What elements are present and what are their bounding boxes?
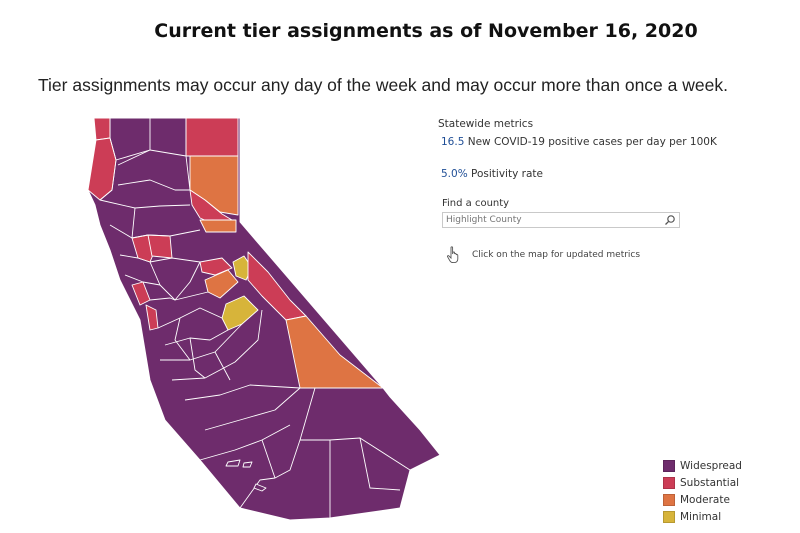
click-hint-text: Click on the map for updated metrics	[472, 250, 641, 260]
legend-item-moderate: Moderate	[663, 491, 742, 508]
california-county-map[interactable]	[80, 113, 440, 525]
legend-swatch-widespread	[663, 459, 675, 472]
metrics-panel: Statewide metrics 16.5 New COVID-19 posi…	[438, 118, 738, 264]
legend-label: Minimal	[680, 510, 722, 523]
positivity-label: Positivity rate	[471, 168, 543, 180]
cases-label: New COVID-19 positive cases per day per …	[467, 136, 717, 148]
county-region-widespread[interactable]	[87, 117, 440, 521]
legend-label: Substantial	[680, 476, 740, 489]
county-search-input[interactable]	[443, 213, 649, 227]
channel-islands-2	[242, 461, 253, 468]
cases-value: 16.5	[441, 136, 465, 148]
cases-metric: 16.5 New COVID-19 positive cases per day…	[441, 136, 738, 148]
positivity-value: 5.0%	[441, 168, 468, 180]
county-search-box[interactable]	[442, 212, 680, 228]
county-nevada[interactable]	[199, 219, 237, 233]
magnifier-icon[interactable]	[664, 214, 676, 226]
click-hint: Click on the map for updated metrics	[446, 246, 738, 264]
legend-swatch-moderate	[663, 493, 675, 506]
county-modoc[interactable]	[185, 117, 239, 157]
positivity-metric: 5.0% Positivity rate	[441, 168, 738, 180]
page-subtitle: Tier assignments may occur any day of th…	[38, 75, 728, 95]
tier-legend: Widespread Substantial Moderate Minimal	[663, 457, 742, 525]
find-county-label: Find a county	[442, 198, 510, 209]
county-el-dorado[interactable]	[204, 269, 239, 299]
county-colusa[interactable]	[147, 234, 173, 259]
legend-label: Widespread	[680, 459, 742, 472]
county-del-norte[interactable]	[93, 117, 111, 141]
catalina-island	[253, 483, 267, 492]
channel-islands	[225, 459, 241, 467]
legend-swatch-minimal	[663, 510, 675, 523]
pointer-hand-icon	[447, 246, 459, 264]
map-svg[interactable]	[80, 113, 440, 525]
page-title: Current tier assignments as of November …	[154, 20, 698, 42]
legend-item-substantial: Substantial	[663, 474, 742, 491]
legend-item-minimal: Minimal	[663, 508, 742, 525]
statewide-metrics-heading: Statewide metrics	[438, 118, 534, 130]
legend-item-widespread: Widespread	[663, 457, 742, 474]
legend-swatch-substantial	[663, 476, 675, 489]
county-borders	[99, 118, 411, 518]
legend-label: Moderate	[680, 493, 730, 506]
county-inyo[interactable]	[285, 315, 384, 389]
